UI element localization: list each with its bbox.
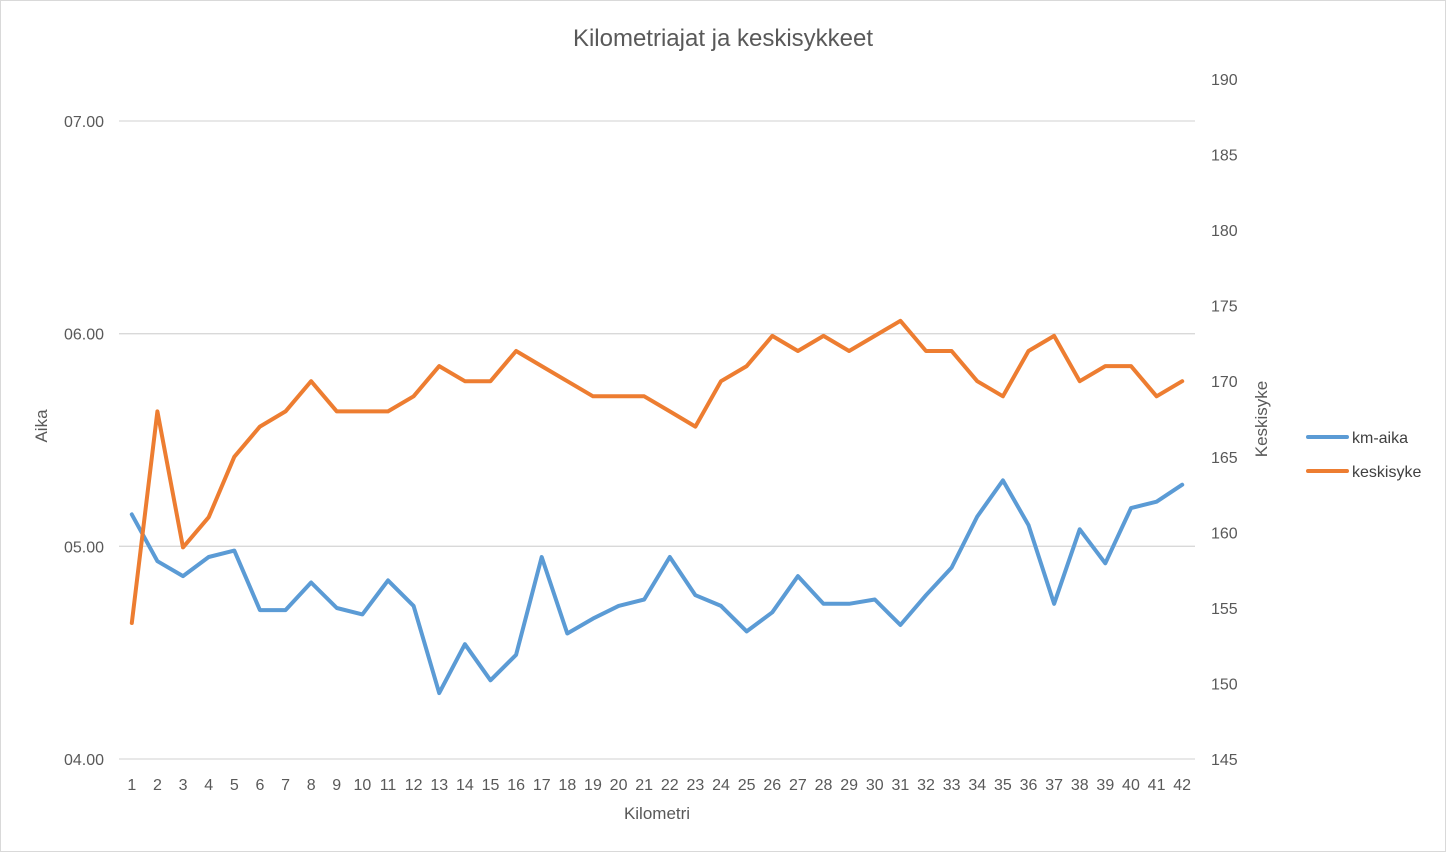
right-tick-label: 170 [1211, 374, 1238, 391]
x-tick-label: 39 [1096, 777, 1114, 794]
x-axis-tick-labels: 1 2 3 4 5 6 7 8 9 10 11 12 13 14 15 16 17 18 19 20 21 22 23 24 2… [127, 777, 1191, 794]
x-tick-label: 18 [558, 777, 576, 794]
gridlines [119, 120, 1195, 760]
x-tick-label: 37 [1045, 777, 1063, 794]
x-tick-label: 32 [917, 777, 935, 794]
x-tick-label: 22 [661, 777, 679, 794]
x-tick-label: 28 [815, 777, 833, 794]
right-tick-label: 165 [1211, 450, 1238, 467]
left-axis-tick-labels: 04.00 05.00 06.00 07.00 [64, 114, 104, 769]
legend: km-aika keskisyke [1306, 430, 1421, 481]
series-line-keskisyke [129, 318, 1185, 625]
x-tick-label: 36 [1020, 777, 1038, 794]
x-tick-label: 12 [405, 777, 423, 794]
x-tick-label: 9 [332, 777, 341, 794]
x-tick-label: 2 [153, 777, 162, 794]
right-tick-label: 145 [1211, 752, 1238, 769]
x-tick-label: 17 [533, 777, 551, 794]
left-tick-label: 07.00 [64, 114, 104, 131]
x-tick-label: 24 [712, 777, 730, 794]
legend-label-keskisyke: keskisyke [1352, 464, 1421, 481]
x-tick-label: 5 [230, 777, 239, 794]
x-tick-label: 27 [789, 777, 807, 794]
x-tick-label: 25 [738, 777, 756, 794]
x-tick-label: 29 [840, 777, 858, 794]
right-tick-label: 155 [1211, 601, 1238, 618]
x-tick-label: 31 [891, 777, 909, 794]
x-tick-label: 6 [255, 777, 264, 794]
x-tick-label: 1 [127, 777, 136, 794]
left-tick-label: 06.00 [64, 327, 104, 344]
x-tick-label: 3 [179, 777, 188, 794]
right-tick-label: 160 [1211, 525, 1238, 542]
x-tick-label: 15 [482, 777, 500, 794]
series-points [131, 320, 1183, 694]
right-tick-label: 180 [1211, 223, 1238, 240]
x-tick-label: 4 [204, 777, 213, 794]
left-tick-label: 05.00 [64, 539, 104, 556]
chart-title: Kilometriajat ja keskisykkeet [573, 25, 873, 52]
right-tick-label: 185 [1211, 148, 1238, 165]
x-tick-label: 23 [687, 777, 705, 794]
x-tick-label: 11 [380, 777, 397, 794]
x-tick-label: 20 [610, 777, 628, 794]
x-tick-label: 14 [456, 777, 474, 794]
x-tick-label: 19 [584, 777, 602, 794]
x-tick-label: 30 [866, 777, 884, 794]
left-tick-label: 04.00 [64, 752, 104, 769]
right-tick-label: 190 [1211, 72, 1238, 89]
x-tick-label: 40 [1122, 777, 1140, 794]
right-tick-label: 175 [1211, 299, 1238, 316]
legend-label-km-aika: km-aika [1352, 430, 1408, 447]
x-tick-label: 42 [1173, 777, 1191, 794]
right-axis-title: Keskisyke [1252, 381, 1271, 458]
x-tick-label: 16 [507, 777, 525, 794]
x-axis-title: Kilometri [624, 804, 690, 823]
x-tick-label: 13 [430, 777, 448, 794]
right-axis-tick-labels: 145 150 155 160 165 170 175 180 185 190 [1211, 72, 1238, 769]
x-tick-label: 41 [1148, 777, 1166, 794]
x-tick-label: 10 [353, 777, 371, 794]
x-tick-label: 21 [635, 777, 653, 794]
x-tick-label: 8 [307, 777, 316, 794]
x-tick-label: 34 [968, 777, 986, 794]
x-tick-label: 26 [763, 777, 781, 794]
x-tick-label: 38 [1071, 777, 1089, 794]
series-line-km-aika [129, 478, 1185, 696]
x-tick-label: 35 [994, 777, 1012, 794]
x-tick-label: 33 [943, 777, 961, 794]
left-axis-title: Aika [32, 409, 51, 443]
x-tick-label: 7 [281, 777, 290, 794]
right-tick-label: 150 [1211, 676, 1238, 693]
series-lines [129, 318, 1185, 696]
